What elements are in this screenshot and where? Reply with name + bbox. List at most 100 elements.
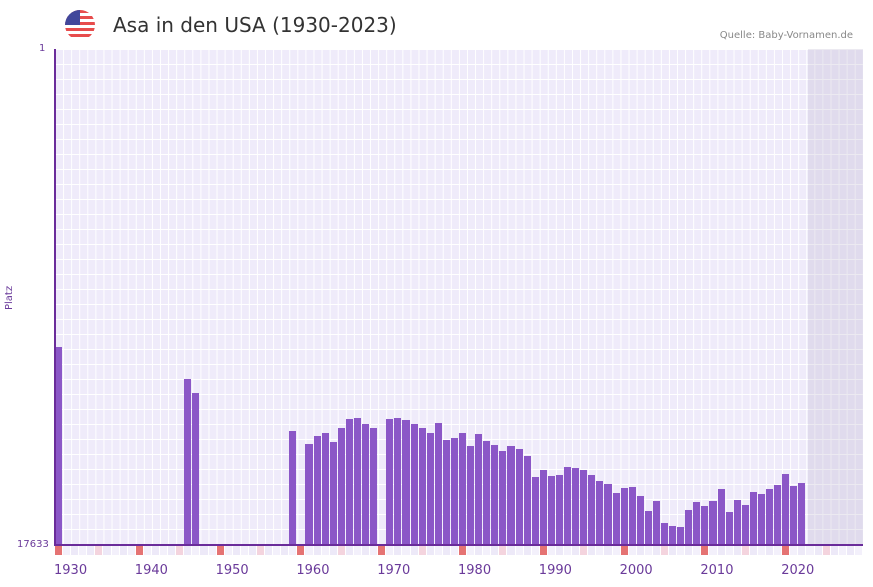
bar[interactable]: [774, 485, 782, 544]
year-marker: [774, 546, 782, 555]
bar[interactable]: [539, 470, 547, 544]
year-marker: [782, 546, 790, 555]
year-marker: [232, 546, 240, 555]
bar[interactable]: [329, 442, 337, 544]
bar[interactable]: [588, 475, 596, 544]
bar[interactable]: [410, 424, 418, 544]
bar[interactable]: [790, 486, 798, 544]
bar[interactable]: [725, 511, 733, 544]
bar[interactable]: [370, 428, 378, 544]
bar[interactable]: [798, 483, 806, 544]
bar[interactable]: [644, 510, 652, 544]
year-marker: [95, 546, 103, 555]
bar[interactable]: [467, 446, 475, 544]
year-marker: [547, 546, 555, 555]
bar[interactable]: [677, 527, 685, 544]
bar[interactable]: [652, 500, 660, 544]
bar[interactable]: [604, 484, 612, 544]
bar[interactable]: [669, 526, 677, 544]
bar[interactable]: [386, 418, 394, 544]
source-link[interactable]: Quelle: Baby-Vornamen.de: [719, 30, 853, 41]
x-tick: 2000: [619, 563, 653, 578]
bar[interactable]: [289, 431, 297, 544]
year-marker: [749, 546, 757, 555]
year-marker: [596, 546, 604, 555]
bar[interactable]: [733, 499, 741, 544]
bar[interactable]: [394, 417, 402, 544]
year-marker: [467, 546, 475, 555]
bar[interactable]: [353, 417, 362, 544]
bar[interactable]: [491, 445, 499, 544]
bar[interactable]: [757, 494, 766, 544]
bar[interactable]: [321, 433, 329, 544]
year-marker: [103, 546, 111, 555]
year-marker: [612, 546, 620, 555]
bar[interactable]: [555, 475, 564, 544]
year-marker: [531, 546, 539, 555]
bar[interactable]: [313, 436, 321, 544]
bar[interactable]: [547, 476, 555, 544]
year-marker: [135, 546, 143, 555]
bar[interactable]: [628, 487, 636, 544]
bar[interactable]: [402, 419, 410, 544]
bar[interactable]: [701, 505, 709, 544]
bar[interactable]: [507, 446, 515, 544]
bar[interactable]: [596, 481, 604, 544]
year-marker: [329, 546, 337, 555]
year-marker: [248, 546, 256, 555]
bar[interactable]: [766, 489, 774, 544]
year-marker: [273, 546, 281, 555]
bar[interactable]: [523, 455, 531, 544]
year-marker: [257, 546, 265, 555]
bar[interactable]: [499, 450, 507, 544]
bar[interactable]: [612, 493, 620, 544]
bar[interactable]: [192, 393, 200, 544]
bar[interactable]: [620, 488, 628, 544]
bar[interactable]: [362, 424, 370, 544]
bar[interactable]: [184, 379, 192, 544]
year-marker: [224, 546, 232, 555]
year-marker: [620, 546, 628, 555]
x-tick: 1940: [134, 563, 168, 578]
bar[interactable]: [741, 504, 749, 544]
bar[interactable]: [685, 509, 693, 544]
bar[interactable]: [442, 440, 450, 544]
bar[interactable]: [636, 496, 644, 544]
bar[interactable]: [661, 523, 669, 544]
bar[interactable]: [55, 347, 63, 544]
year-marker: [830, 546, 838, 555]
bar[interactable]: [749, 492, 757, 544]
bar[interactable]: [345, 418, 353, 544]
bar[interactable]: [418, 428, 426, 544]
bar[interactable]: [709, 500, 717, 544]
bar[interactable]: [717, 489, 725, 544]
bar[interactable]: [572, 467, 580, 544]
bar[interactable]: [337, 428, 345, 544]
bar[interactable]: [580, 470, 588, 544]
bar[interactable]: [531, 477, 539, 544]
y-axis-label: Platz: [4, 285, 15, 310]
bar[interactable]: [459, 433, 467, 544]
year-marker: [733, 546, 741, 555]
x-tick: 1930: [54, 563, 88, 578]
bar[interactable]: [305, 444, 313, 544]
bar[interactable]: [693, 501, 701, 544]
bar[interactable]: [515, 448, 523, 544]
year-marker: [143, 546, 151, 555]
bar[interactable]: [426, 433, 434, 544]
year-marker: [555, 546, 564, 555]
year-marker: [483, 546, 491, 555]
bar[interactable]: [475, 434, 483, 544]
bar[interactable]: [782, 474, 790, 544]
year-marker: [394, 546, 402, 555]
year-marker: [604, 546, 612, 555]
bar[interactable]: [434, 423, 442, 544]
year-marker: [709, 546, 717, 555]
bar[interactable]: [564, 466, 572, 544]
bar[interactable]: [450, 438, 458, 544]
year-marker: [87, 546, 95, 555]
bar[interactable]: [483, 441, 491, 544]
y-tick-bottom: 17633: [17, 539, 49, 550]
year-marker: [418, 546, 426, 555]
year-marker: [216, 546, 224, 555]
